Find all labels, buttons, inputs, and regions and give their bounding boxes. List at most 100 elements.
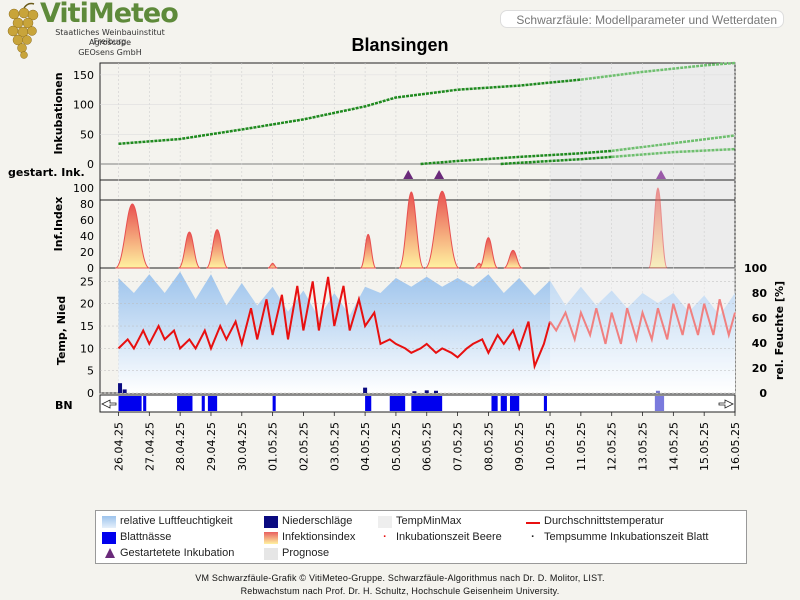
infection-peak [648,187,668,269]
infection-peak [178,231,201,269]
x-tick-label: 07.05.25 [452,422,465,471]
incubation-forecast-series [611,134,736,153]
legend-label: Niederschläge [282,515,353,527]
x-tick-label: 16.05.25 [729,422,742,471]
infection-peak [424,190,460,269]
x-tick-label: 30.04.25 [236,422,249,471]
x-tick-label: 02.05.25 [297,422,310,471]
legend-label: Blattnässe [120,531,172,543]
started-incubation-marker [434,170,445,179]
precip-icon [264,516,278,528]
forecast-icon [264,548,278,560]
scroll-left-arrow [101,399,117,409]
leaf-wetness-forecast-bar [654,396,665,411]
leaf-wetness-bar [411,396,443,411]
y-axis-label-humidity: rel. Feuchte [%] [773,281,786,380]
infection-peak [359,233,377,269]
header-badge: Schwarzfäule: Modellparameter und Wetter… [500,10,784,28]
leaf-wetness-bar [543,396,547,411]
triangle-icon [105,548,115,558]
y-tick-label-right: 100 [744,262,767,275]
incubation-series [118,78,582,146]
precipitation-bar [433,390,438,393]
x-tick-label: 15.05.25 [698,422,711,471]
legend-label: Inkubationszeit Beere [396,531,502,543]
leafwet-icon [102,532,116,544]
leaf-wetness-bar [177,396,193,411]
precipitation-bar [363,387,368,393]
x-tick-label: 14.05.25 [667,422,680,471]
y-tick-label-right: 20 [752,362,768,375]
infection-peak [398,191,425,269]
y-tick-label: 150 [73,69,94,82]
legend-label: Durchschnittstemperatur [544,515,664,527]
started-incubation-marker [656,170,667,179]
infection-icon [264,532,278,544]
incubation-series [420,149,612,166]
scroll-right-arrow [718,399,734,409]
legend-label: Gestartetete Inkubation [120,547,235,559]
leaf-wetness-bar [491,396,498,411]
incubation-series [500,155,612,166]
y-tick-label-left: 10 [80,342,94,355]
legend-label: Tempsumme Inkubationszeit Blatt [544,531,709,543]
y-tick-label: 0 [87,262,94,275]
x-tick-label: 01.05.25 [267,422,280,471]
x-tick-label: 03.05.25 [328,422,341,471]
logo [4,2,42,60]
tempmean-icon [526,522,540,524]
x-tick-label: 26.04.25 [112,422,125,471]
x-tick-label: 27.04.25 [143,422,156,471]
x-tick-label: 08.05.25 [482,422,495,471]
x-tick-label: 05.05.25 [390,422,403,471]
x-tick-label: 06.05.25 [421,422,434,471]
precipitation-bar [118,383,123,393]
y-tick-label-right: 0 [759,387,767,400]
page-title: Blansingen [351,35,449,55]
y-tick-label-left: 15 [80,320,94,333]
leaf-wetness-bar [118,396,142,411]
precipitation-bar [424,390,429,393]
y-tick-label: 0 [87,158,94,171]
forecast-overlay [550,268,735,393]
x-tick-label: 29.04.25 [205,422,218,471]
precipitation-bar [655,390,660,393]
x-tick-label: 13.05.25 [637,422,650,471]
tempminmax-icon [378,516,392,528]
precipitation-bar [412,391,417,393]
y-axis-label-infection: Inf.Index [52,197,65,252]
leaf-wetness-bar [272,396,276,411]
dot-dark-icon: · [531,531,535,543]
logo-line-agroscope: Agroscope [88,38,132,47]
x-tick-label: 11.05.25 [575,422,588,471]
y-tick-label-left: 25 [80,275,94,288]
leaf-wetness-bar [389,396,406,411]
y-tick-label-left: 5 [87,365,94,378]
legend-label: Prognose [282,547,330,559]
y-tick-label: 80 [80,198,94,211]
legend-label: Infektionsindex [282,531,356,543]
grape-icon [7,2,39,59]
incubation-forecast-series [580,61,736,81]
footer-line-2: Rebwachstum nach Prof. Dr. H. Schultz, H… [240,586,560,596]
y-axis-label-temp: Temp, Nied [55,296,68,365]
humidity-area [118,271,736,393]
y-tick-label: 100 [73,99,94,112]
y-tick-label: 60 [80,214,94,227]
y-tick-label: 20 [80,246,94,259]
x-tick-label: 10.05.25 [544,422,557,471]
y-axis-label-incubation: Inkubationen [52,72,65,154]
infection-peak [503,249,523,269]
x-tick-label: 09.05.25 [513,422,526,471]
x-tick-label: 12.05.25 [606,422,619,471]
infection-peak [205,229,229,269]
y-tick-label: 100 [73,182,94,195]
logo-name: VitiMeteo [40,0,179,29]
x-tick-label: 04.05.25 [359,422,372,471]
temperature-forecast-line [549,299,736,345]
logo-line-institute: Staatliches Weinbauinstitut Freiburg [55,28,165,46]
precipitation-bar [122,389,127,393]
leaf-wetness-bar [143,396,147,411]
